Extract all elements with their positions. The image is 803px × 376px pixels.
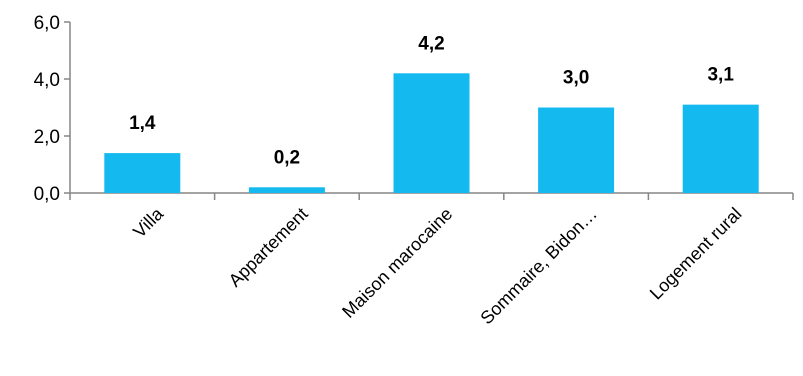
bar [682,104,759,193]
category-label: Logement rural [646,204,746,304]
x-axis [69,192,794,200]
y-axis: 0,0 2,0 4,0 6,0 [34,13,71,205]
bar [393,73,470,193]
data-label: 1,4 [129,113,156,134]
y-tick-label: 2,0 [34,127,60,148]
data-label: 3,1 [707,65,734,86]
data-labels: 1,4 0,2 4,2 3,0 3,1 [129,33,734,168]
bar [538,107,615,193]
data-label: 0,2 [274,147,300,168]
category-label: Appartement [225,204,312,291]
category-label: Villa [129,203,168,242]
category-label: Maison marocaine [338,204,456,322]
y-tick-label: 6,0 [34,13,60,34]
y-tick-label: 0,0 [34,184,60,205]
bars [104,73,759,193]
bar [248,187,325,193]
data-label: 3,0 [563,68,589,89]
data-label: 4,2 [418,33,444,54]
category-labels: Villa Appartement Maison marocaine Sommaire… [129,203,745,328]
category-label: Sommaire, Bidon… [476,204,600,328]
y-tick-label: 4,0 [34,70,60,91]
bar [104,153,181,193]
